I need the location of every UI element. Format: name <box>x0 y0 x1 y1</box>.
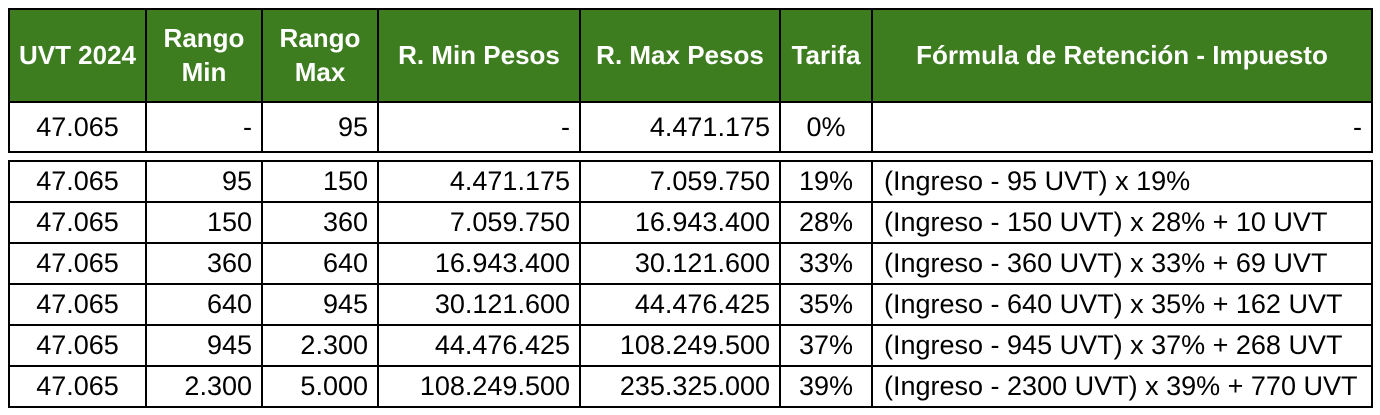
table-row: 47.065 95 150 4.471.175 7.059.750 19% (I… <box>8 160 1373 203</box>
cell-rango-min: 945 <box>145 324 263 367</box>
cell-tarifa: 39% <box>779 365 873 408</box>
cell-r-min-pesos: 4.471.175 <box>377 160 581 203</box>
cell-r-min-pesos: 16.943.400 <box>377 242 581 285</box>
cell-formula: (Ingreso - 2300 UVT) x 39% + 770 UVT <box>871 365 1373 408</box>
cell-r-max-pesos: 7.059.750 <box>579 160 781 203</box>
cell-uvt-2024: 47.065 <box>8 365 147 408</box>
cell-r-max-pesos: 108.249.500 <box>579 324 781 367</box>
cell-r-min-pesos: 108.249.500 <box>377 365 581 408</box>
row-spacer <box>8 153 1380 160</box>
cell-formula: (Ingreso - 640 UVT) x 35% + 162 UVT <box>871 283 1373 326</box>
table-row: 47.065 945 2.300 44.476.425 108.249.500 … <box>8 324 1373 367</box>
cell-formula: (Ingreso - 150 UVT) x 28% + 10 UVT <box>871 201 1373 244</box>
cell-tarifa: 0% <box>779 101 873 153</box>
cell-formula: - <box>871 101 1373 153</box>
cell-r-min-pesos: 7.059.750 <box>377 201 581 244</box>
header-cell-formula: Fórmula de Retención - Impuesto <box>871 8 1373 103</box>
cell-uvt-2024: 47.065 <box>8 242 147 285</box>
cell-rango-max: 95 <box>261 101 379 153</box>
cell-rango-max: 2.300 <box>261 324 379 367</box>
cell-r-max-pesos: 44.476.425 <box>579 283 781 326</box>
table-row: 47.065 2.300 5.000 108.249.500 235.325.0… <box>8 365 1373 408</box>
cell-rango-min: 640 <box>145 283 263 326</box>
cell-uvt-2024: 47.065 <box>8 160 147 203</box>
cell-r-max-pesos: 30.121.600 <box>579 242 781 285</box>
header-cell-tarifa: Tarifa <box>779 8 873 103</box>
cell-rango-min: 95 <box>145 160 263 203</box>
retention-table-body-block: 47.065 95 150 4.471.175 7.059.750 19% (I… <box>8 160 1373 408</box>
cell-r-max-pesos: 16.943.400 <box>579 201 781 244</box>
cell-rango-max: 945 <box>261 283 379 326</box>
cell-uvt-2024: 47.065 <box>8 101 147 153</box>
cell-rango-min: 150 <box>145 201 263 244</box>
cell-r-max-pesos: 235.325.000 <box>579 365 781 408</box>
table-row: 47.065 640 945 30.121.600 44.476.425 35%… <box>8 283 1373 326</box>
header-cell-rango-max: Rango Max <box>261 8 379 103</box>
header-row: UVT 2024 Rango Min Rango Max R. Min Peso… <box>8 8 1373 103</box>
table-row: 47.065 150 360 7.059.750 16.943.400 28% … <box>8 201 1373 244</box>
cell-rango-max: 150 <box>261 160 379 203</box>
cell-rango-max: 5.000 <box>261 365 379 408</box>
cell-r-min-pesos: 30.121.600 <box>377 283 581 326</box>
cell-rango-max: 360 <box>261 201 379 244</box>
cell-tarifa: 33% <box>779 242 873 285</box>
cell-uvt-2024: 47.065 <box>8 283 147 326</box>
cell-formula: (Ingreso - 945 UVT) x 37% + 268 UVT <box>871 324 1373 367</box>
retention-table-top-block: UVT 2024 Rango Min Rango Max R. Min Peso… <box>8 8 1373 153</box>
table-row: 47.065 - 95 - 4.471.175 0% - <box>8 101 1373 153</box>
header-cell-r-min-pesos: R. Min Pesos <box>377 8 581 103</box>
header-cell-uvt-2024: UVT 2024 <box>8 8 147 103</box>
header-cell-r-max-pesos: R. Max Pesos <box>579 8 781 103</box>
cell-uvt-2024: 47.065 <box>8 201 147 244</box>
cell-tarifa: 35% <box>779 283 873 326</box>
cell-rango-min: - <box>145 101 263 153</box>
cell-tarifa: 37% <box>779 324 873 367</box>
cell-r-max-pesos: 4.471.175 <box>579 101 781 153</box>
cell-rango-min: 360 <box>145 242 263 285</box>
cell-rango-min: 2.300 <box>145 365 263 408</box>
cell-r-min-pesos: 44.476.425 <box>377 324 581 367</box>
cell-formula: (Ingreso - 95 UVT) x 19% <box>871 160 1373 203</box>
cell-rango-max: 640 <box>261 242 379 285</box>
cell-formula: (Ingreso - 360 UVT) x 33% + 69 UVT <box>871 242 1373 285</box>
cell-tarifa: 19% <box>779 160 873 203</box>
cell-tarifa: 28% <box>779 201 873 244</box>
cell-r-min-pesos: - <box>377 101 581 153</box>
header-cell-rango-min: Rango Min <box>145 8 263 103</box>
table-row: 47.065 360 640 16.943.400 30.121.600 33%… <box>8 242 1373 285</box>
cell-uvt-2024: 47.065 <box>8 324 147 367</box>
